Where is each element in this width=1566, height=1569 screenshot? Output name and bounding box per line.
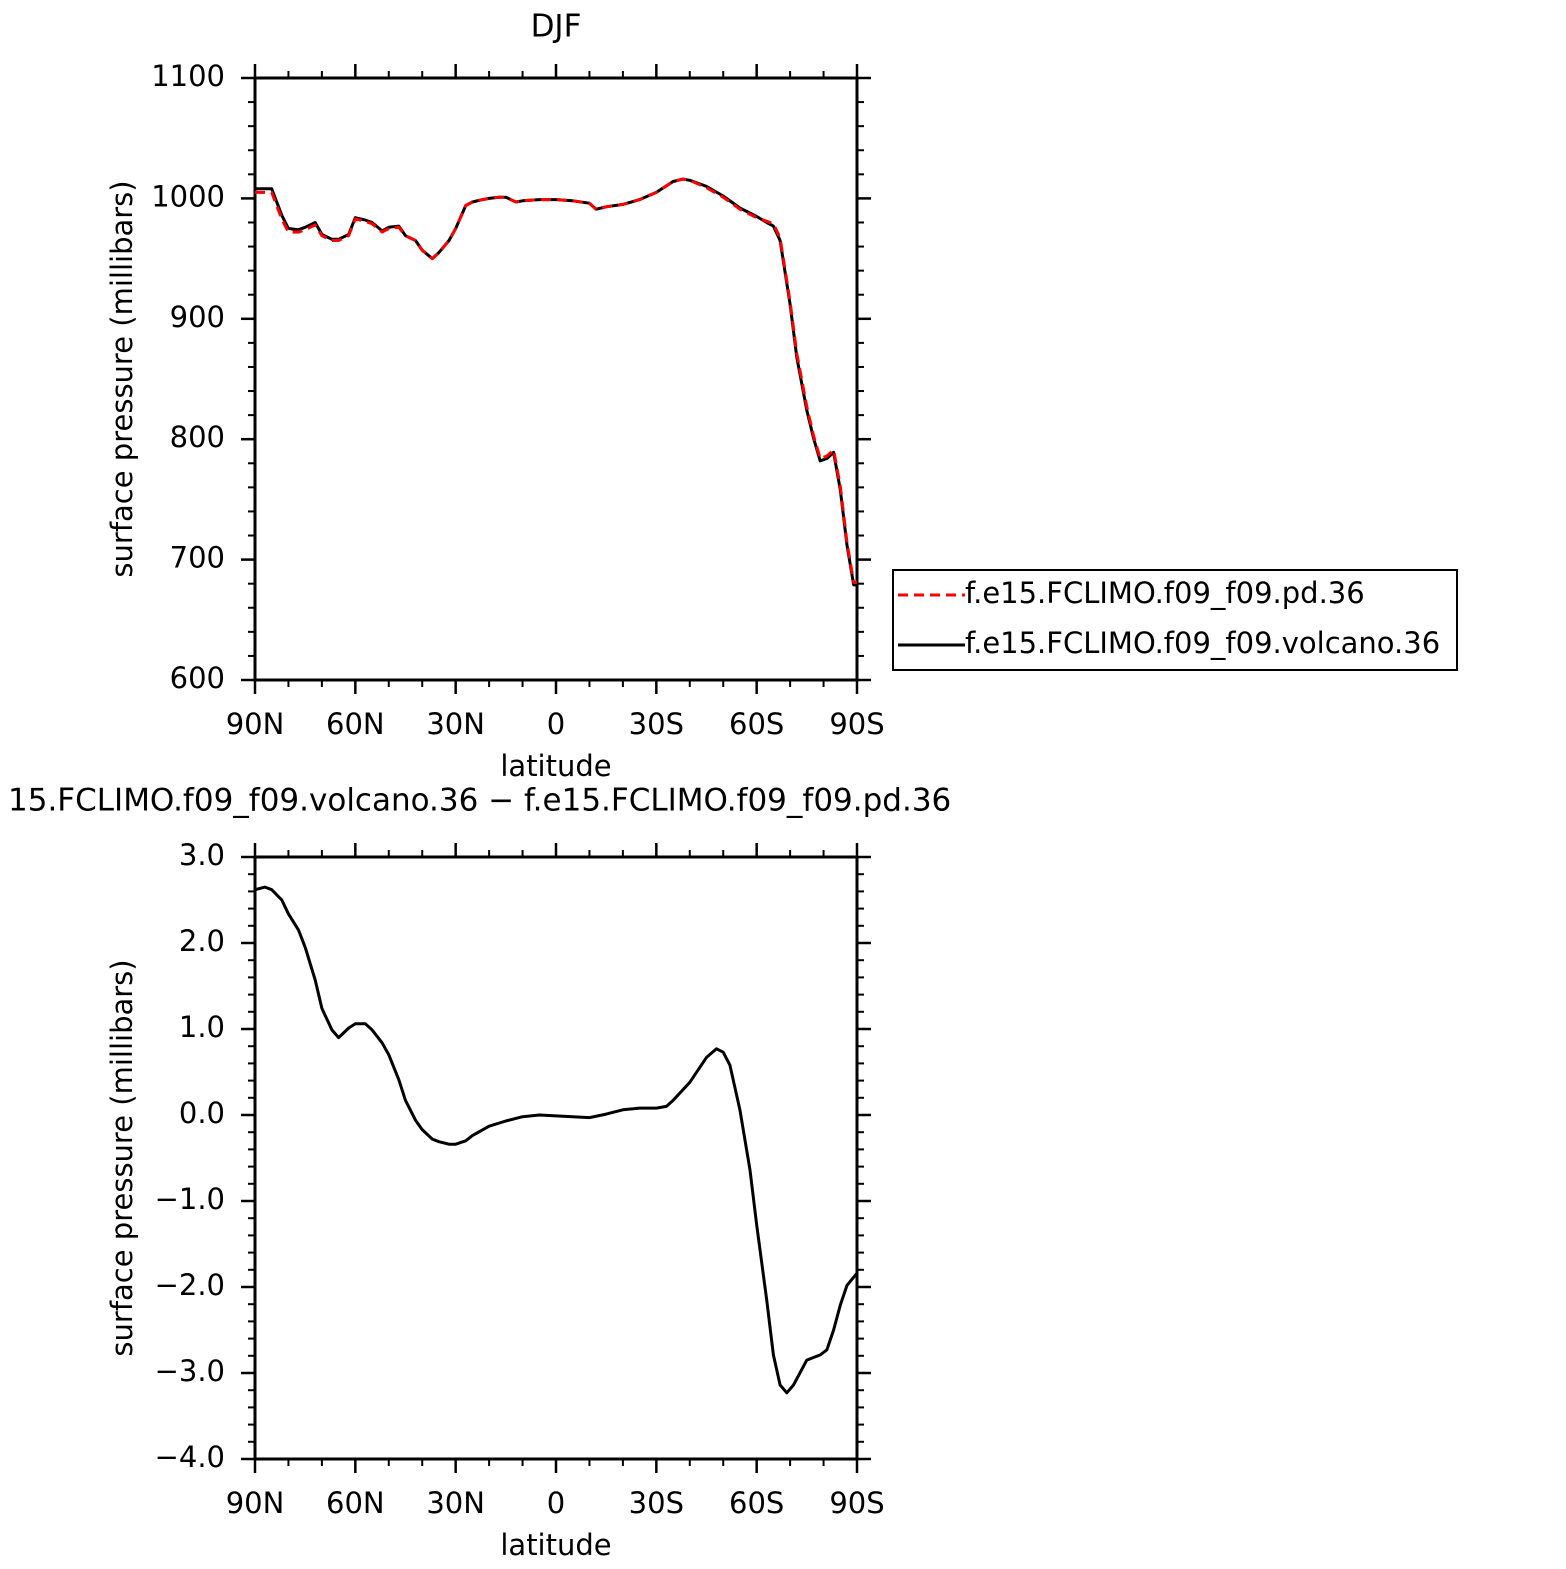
x-tick-label: 60S	[729, 707, 784, 741]
legend-label: f.e15.FCLIMO.f09_f09.volcano.36	[965, 626, 1440, 660]
x-tick-label: 60S	[729, 1486, 784, 1520]
data-line	[255, 177, 857, 587]
x-tick-label: 30S	[629, 707, 684, 741]
y-tick-label: 1100	[151, 59, 225, 93]
x-tick-label: 0	[547, 1486, 565, 1520]
y-tick-label: 1000	[151, 179, 225, 213]
y-tick-label: 1.0	[179, 1010, 225, 1044]
y-tick-label: −1.0	[155, 1182, 225, 1216]
x-tick-label: 60N	[326, 707, 385, 741]
y-tick-label: 3.0	[179, 838, 225, 872]
x-tick-label: 60N	[326, 1486, 385, 1520]
plot-frame	[253, 76, 859, 682]
y-axis-label: surface pressure (millibars)	[105, 959, 139, 1356]
chart-title: 15.FCLIMO.f09_f09.volcano.36 − f.e15.FCL…	[8, 783, 951, 819]
plot-frame	[253, 855, 859, 1461]
x-tick-label: 90N	[226, 1486, 285, 1520]
y-axis-label: surface pressure (millibars)	[105, 180, 139, 577]
legend-label: f.e15.FCLIMO.f09_f09.pd.36	[965, 576, 1365, 610]
legend: f.e15.FCLIMO.f09_f09.pd.36 f.e15.FCLIMO.f…	[892, 569, 1458, 671]
y-tick-label: 900	[170, 300, 225, 334]
x-tick-label: 30N	[426, 707, 485, 741]
y-tick-label: −4.0	[155, 1440, 225, 1474]
chart-title: DJF	[531, 9, 582, 45]
legend-box	[892, 569, 1458, 671]
x-axis-label: latitude	[500, 1528, 611, 1562]
x-tick-label: 30N	[426, 1486, 485, 1520]
x-tick-label: 90S	[829, 1486, 884, 1520]
y-tick-label: −3.0	[155, 1354, 225, 1388]
data-line	[255, 177, 857, 584]
y-tick-label: 600	[170, 661, 225, 695]
y-tick-label: 0.0	[179, 1096, 225, 1130]
x-tick-label: 90N	[226, 707, 285, 741]
data-line	[254, 885, 859, 1395]
y-tick-label: −2.0	[155, 1268, 225, 1302]
x-tick-label: 90S	[829, 707, 884, 741]
x-tick-label: 0	[547, 707, 565, 741]
x-axis-label: latitude	[500, 749, 611, 783]
y-tick-label: 800	[170, 420, 225, 454]
y-tick-label: 2.0	[179, 924, 225, 958]
x-tick-label: 30S	[629, 1486, 684, 1520]
y-tick-label: 700	[170, 541, 225, 575]
